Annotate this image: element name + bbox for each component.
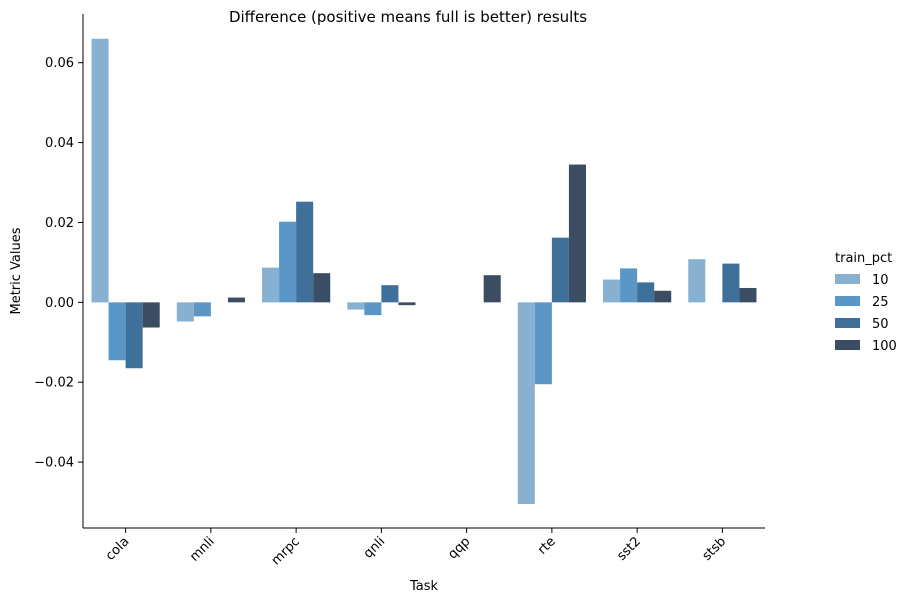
bar-mnli-10 [176,302,194,322]
y-tick-label: 0.06 [45,56,74,71]
bar-sst2-10 [603,279,621,303]
bar-rte-25 [534,302,552,385]
bar-sst2-50 [637,282,655,303]
bar-mrpc-10 [262,267,280,303]
bar-qqp-100 [483,275,501,303]
x-tick-label: mnli [187,534,218,565]
bar-rte-50 [551,237,569,303]
x-tick-label: cola [103,534,132,563]
x-axis-label: Task [409,579,439,594]
legend-swatch-50 [835,318,860,328]
legend-swatch-10 [835,274,860,284]
x-tick-label: stsb [700,534,730,564]
y-tick-label: 0.02 [45,216,74,231]
bar-sst2-100 [654,290,672,303]
chart-title: Difference (positive means full is bette… [229,8,587,26]
y-tick-label: 0.00 [45,296,74,311]
bar-cola-100 [142,302,160,328]
legend-label-100: 100 [872,339,897,354]
bar-rte-10 [517,302,535,505]
bar-mnli-25 [193,302,211,317]
legend-label-10: 10 [872,273,889,288]
bar-rte-100 [568,164,586,303]
legend-title: train_pct [835,251,892,266]
legend: train_pct 10 25 50 100 [835,251,897,354]
bar-mrpc-25 [279,221,297,303]
bar-stsb-10 [688,259,706,303]
bar-mnli-100 [227,297,245,303]
bar-qnli-25 [364,302,382,316]
bar-qnli-50 [381,285,399,303]
y-tick-label: −0.04 [34,456,74,471]
bar-cola-50 [125,302,143,369]
legend-swatch-100 [835,340,860,350]
y-axis-label: Metric Values [9,227,24,314]
legend-label-50: 50 [872,317,889,332]
bar-cola-10 [91,38,109,303]
x-tick-label: rte [535,534,559,558]
bar-cola-25 [108,302,126,361]
x-tick-label: sst2 [614,534,644,564]
bar-stsb-50 [722,263,740,303]
bar-stsb-100 [739,287,757,303]
x-tick-label: qqp [445,534,473,562]
legend-swatch-25 [835,296,860,306]
bar-qnli-10 [347,302,365,310]
y-tick-label: −0.02 [34,376,74,391]
bar-mrpc-50 [296,201,314,303]
y-tick-label: 0.04 [45,136,74,151]
bars-layer [91,38,757,505]
x-tick-label: qnli [361,534,388,561]
bar-qnli-100 [398,302,416,306]
legend-label-25: 25 [872,295,889,310]
bar-mrpc-100 [313,273,331,303]
bar-sst2-25 [620,268,638,303]
x-tick-label: mrpc [269,534,303,568]
